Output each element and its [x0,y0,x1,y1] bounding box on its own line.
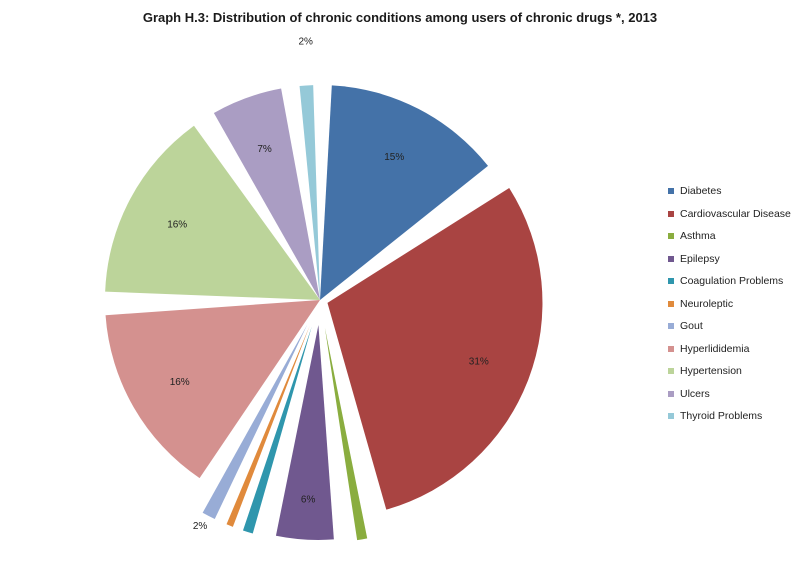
legend-label: Thyroid Problems [680,410,763,423]
pie-slice-thyroid-problems [299,85,320,300]
legend-swatch [668,390,674,397]
data-label-hypertension: 16% [167,219,187,230]
legend-item: Asthma [668,225,791,248]
legend-swatch [668,368,674,375]
legend-item: Gout [668,315,791,338]
legend-item: Epilepsy [668,248,791,271]
legend-label: Diabetes [680,185,722,198]
data-label-cardiovascular-disease: 31% [469,357,489,368]
pie-slice-coagulation-problems [242,326,312,534]
legend-swatch [668,323,674,330]
legend-item: Hyperlididemia [668,338,791,361]
legend-swatch [668,300,674,307]
legend-swatch [668,233,674,240]
legend-swatch [668,413,674,420]
data-label-ulcers: 7% [257,144,272,155]
legend-item: Diabetes [668,180,791,203]
legend-item: Coagulation Problems [668,270,791,293]
legend-item: Hypertension [668,360,791,383]
pie-slice-gout [202,324,308,520]
data-label-hyperlididemia: 16% [170,377,190,388]
pie-slice-diabetes [320,85,489,300]
legend-item: Thyroid Problems [668,405,791,428]
pie-slice-cardiovascular-disease [327,187,543,510]
legend-item: Ulcers [668,383,791,406]
legend-label: Gout [680,320,703,333]
legend-label: Ulcers [680,387,710,400]
pie-slice-neuroleptic [226,325,310,527]
legend-item: Cardiovascular Disease [668,203,791,226]
legend-swatch [668,188,674,195]
pie-slice-ulcers [213,88,320,301]
legend-label: Hypertension [680,365,742,378]
data-label-thyroid-problems: 2% [299,36,314,47]
data-label-gout: 2% [193,521,208,532]
legend-item: Neuroleptic [668,293,791,316]
legend-label: Coagulation Problems [680,275,784,288]
legend-label: Neuroleptic [680,297,734,310]
pie-slice-asthma [324,327,368,541]
chart-legend: Diabetes Cardiovascular Disease Asthma Epil… [668,180,791,428]
pie-slice-epilepsy [275,324,334,540]
legend-label: Asthma [680,230,716,243]
legend-label: Cardiovascular Disease [680,207,791,220]
data-label-epilepsy: 6% [301,495,316,506]
data-label-diabetes: 15% [384,152,404,163]
legend-label: Hyperlididemia [680,342,750,355]
legend-swatch [668,210,674,217]
pie-slice-hypertension [105,125,320,300]
legend-label: Epilepsy [680,252,720,265]
chart-title: Graph H.3: Distribution of chronic condi… [142,10,658,25]
legend-swatch [668,255,674,262]
legend-swatch [668,345,674,352]
legend-swatch [668,278,674,285]
pie-slice-hyperlididemia [105,300,321,479]
